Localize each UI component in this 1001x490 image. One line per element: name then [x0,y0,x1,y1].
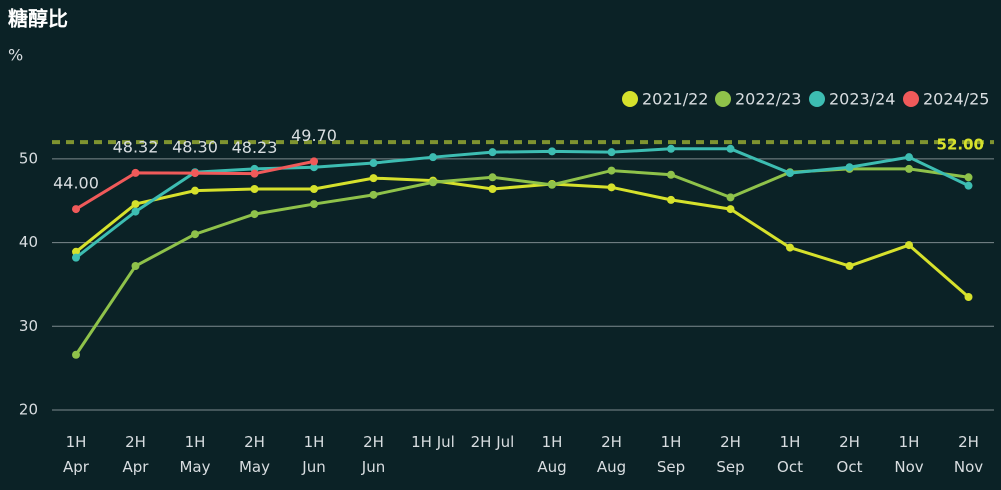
data-point [905,241,913,250]
data-point [310,200,318,209]
x-tick-label: 2H Sep [716,433,745,476]
data-point [72,247,80,256]
data-point [429,153,437,162]
x-tick-label: 2H Jun [361,433,386,476]
data-point [607,148,616,157]
data-point [369,159,378,168]
reference-label: 52.00 [937,136,984,154]
data-point [429,178,437,187]
series-line [75,147,970,259]
data-point [72,205,80,214]
data-point [191,169,199,178]
x-tick-label: 1H Apr [63,433,89,476]
x-tick-label: 2H May [238,433,270,476]
legend-marker [903,91,919,107]
legend-label: 2023/24 [829,90,895,109]
data-point [667,195,675,204]
y-tick-label: 50 [19,149,38,167]
legend-marker [622,91,638,107]
x-tick-label: 1H Jun [302,433,326,476]
chart-title: 糖醇比 [8,7,68,31]
x-tick-label: 1H Sep [656,433,686,476]
x-tick-label: 1H Oct [777,433,803,476]
x-tick-label: 2H Jul [470,433,515,451]
data-point [548,147,556,156]
x-tick-label: 2H Aug [596,433,627,476]
data-point [845,163,854,172]
data-point [131,200,140,209]
data-point [191,230,199,239]
legend-label: 2021/22 [642,90,708,109]
legend-marker [715,91,731,107]
data-point [667,170,675,179]
data-point [72,350,80,359]
data-point [905,153,913,162]
data-point [488,173,497,182]
data-point [786,169,794,178]
legend-label: 2024/25 [923,90,989,109]
data-point [131,168,140,177]
data-point [726,205,735,214]
data-label: 48.30 [172,138,218,157]
data-point [786,243,794,252]
x-tick-label: 2H Oct [836,433,863,476]
data-point [369,174,378,183]
x-tick-label: 2H Apr [122,433,149,476]
x-tick-label: 1H May [179,433,211,476]
x-tick-label: 1H Jul [411,433,455,451]
data-point [964,173,973,182]
data-point [548,180,556,189]
data-point [667,144,675,153]
data-point [250,169,259,178]
data-point [131,262,140,271]
data-point [964,292,973,301]
data-point [964,181,973,190]
data-point [488,184,497,193]
y-tick-label: 40 [19,233,38,251]
x-tick-label: 1H Nov [894,433,924,476]
data-point [310,163,318,172]
data-point [488,148,497,157]
data-point [191,186,199,195]
series-line [75,176,970,299]
data-point [131,207,140,216]
y-tick-label: 30 [19,317,38,335]
data-point [845,262,854,271]
data-point [905,164,913,173]
data-point [726,144,735,153]
data-label: 48.23 [232,138,278,157]
data-point [607,166,616,175]
data-point [310,157,318,166]
y-tick-label: 20 [19,401,38,419]
data-point [250,184,259,193]
x-tick-label: 2H Nov [953,433,984,476]
data-label: 48.32 [113,137,159,156]
data-label: 49.70 [291,126,337,145]
legend-marker [809,91,825,107]
data-point [310,184,318,193]
legend-label: 2022/23 [735,90,801,109]
data-label: 44.00 [53,174,99,193]
x-tick-label: 1H Aug [537,433,567,476]
data-point [369,190,378,199]
data-point [72,253,80,262]
data-point [726,193,735,202]
data-point [607,183,616,192]
data-point [250,210,259,219]
y-axis-label: % [8,46,23,65]
